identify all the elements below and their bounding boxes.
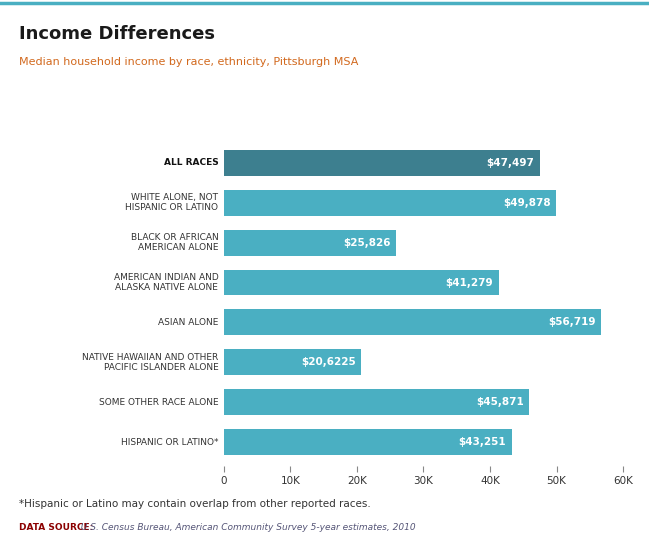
- Text: $25,826: $25,826: [343, 238, 391, 247]
- Bar: [224, 150, 540, 176]
- Bar: [224, 389, 529, 415]
- Bar: [224, 349, 361, 376]
- Text: $49,878: $49,878: [503, 198, 550, 208]
- Text: U.S. Census Bureau, American Community Survey 5-year estimates, 2010: U.S. Census Bureau, American Community S…: [75, 523, 415, 532]
- Text: $45,871: $45,871: [476, 397, 524, 407]
- Text: DATA SOURCE:: DATA SOURCE:: [19, 523, 93, 532]
- Text: $20,6225: $20,6225: [301, 358, 356, 367]
- Bar: [224, 310, 601, 335]
- Text: $41,279: $41,279: [446, 277, 493, 288]
- Text: $43,251: $43,251: [459, 437, 506, 447]
- Text: $56,719: $56,719: [548, 317, 596, 328]
- Text: $47,497: $47,497: [487, 158, 535, 168]
- Bar: [224, 229, 396, 256]
- Bar: [224, 429, 511, 455]
- Text: Median household income by race, ethnicity, Pittsburgh MSA: Median household income by race, ethnici…: [19, 57, 359, 67]
- Text: *Hispanic or Latino may contain overlap from other reported races.: *Hispanic or Latino may contain overlap …: [19, 499, 371, 508]
- Bar: [224, 270, 498, 295]
- Text: Income Differences: Income Differences: [19, 25, 215, 43]
- Bar: [224, 190, 556, 216]
